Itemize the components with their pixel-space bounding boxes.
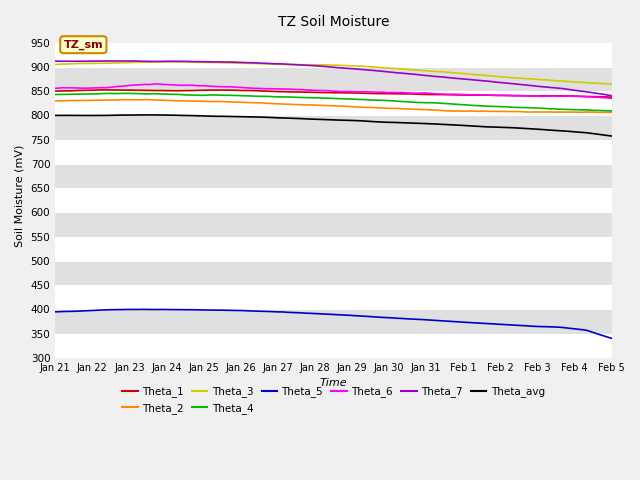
Title: TZ Soil Moisture: TZ Soil Moisture — [278, 15, 389, 29]
Bar — [55, 334, 612, 358]
Bar — [55, 91, 612, 115]
Bar — [55, 237, 612, 261]
Y-axis label: Soil Moisture (mV): Soil Moisture (mV) — [15, 144, 25, 247]
Bar — [55, 115, 612, 140]
Legend: Theta_1, Theta_2, Theta_3, Theta_4, Theta_5, Theta_6, Theta_7, Theta_avg: Theta_1, Theta_2, Theta_3, Theta_4, Thet… — [118, 382, 549, 418]
Bar — [55, 188, 612, 212]
Bar — [55, 140, 612, 164]
Bar — [55, 285, 612, 310]
Text: TZ_sm: TZ_sm — [63, 39, 103, 50]
Bar — [55, 67, 612, 91]
X-axis label: Time: Time — [319, 378, 348, 388]
Bar — [55, 43, 612, 67]
Bar — [55, 310, 612, 334]
Bar — [55, 261, 612, 285]
Bar — [55, 164, 612, 188]
Bar — [55, 212, 612, 237]
